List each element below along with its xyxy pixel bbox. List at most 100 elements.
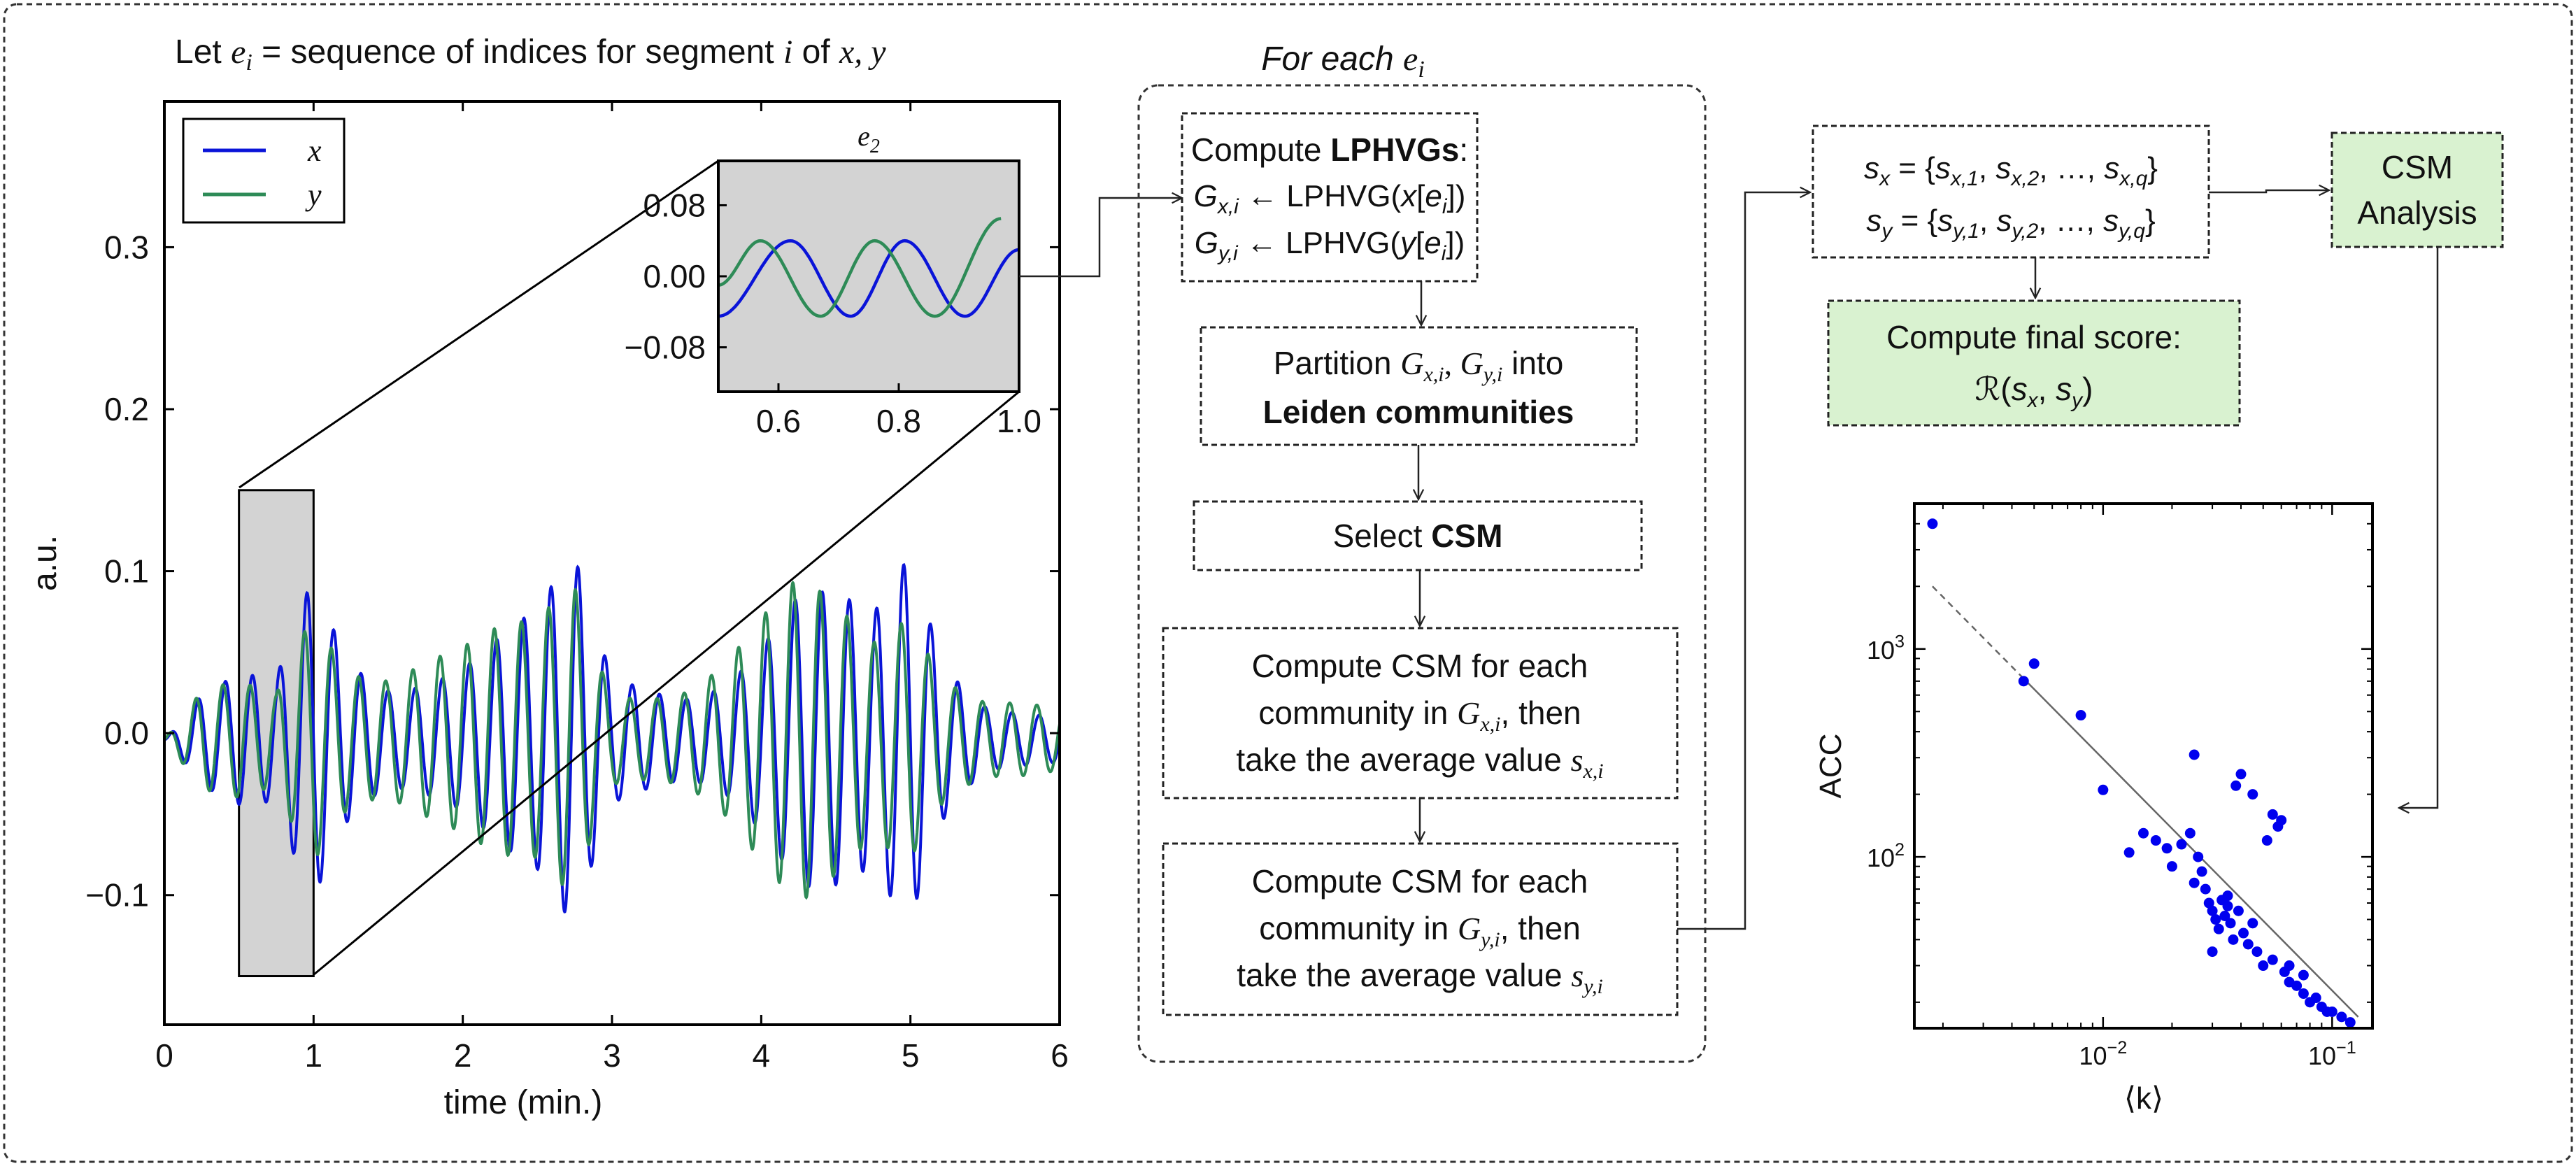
- csm-y-box: Compute CSM for each community in Gy,i, …: [1162, 842, 1679, 1016]
- main-chart-ticks: 0 1 2 3 4 5 6 −0.1 0.0 0.1 0.2 0.3: [85, 101, 1069, 1074]
- legend-x-label: x: [307, 134, 322, 168]
- inset-xtick-label: 0.6: [756, 403, 801, 439]
- leiden-box: Partition Gx,i, Gy,i into Leiden communi…: [1200, 326, 1638, 446]
- scatter-point: [2267, 809, 2278, 820]
- main-ytick-label: 0.2: [104, 391, 149, 427]
- main-series-y: [164, 580, 1060, 900]
- main-ytick-label: 0.0: [104, 715, 149, 751]
- leiden-box-line2: Leiden communities: [1263, 394, 1574, 430]
- scatter-point: [2123, 847, 2135, 858]
- main-series-x: [164, 562, 1060, 913]
- csm-analysis-box: CSM Analysis: [2331, 131, 2504, 248]
- scatter-point: [2018, 676, 2029, 687]
- main-chart-ylabel: a.u.: [27, 535, 64, 591]
- csm-y-box-line1: Compute CSM for each: [1252, 863, 1588, 900]
- inset-ytick-label: 0.08: [643, 187, 706, 223]
- scatter-ytick-label: 103: [1867, 632, 1905, 664]
- csm-x-box-frame: [1162, 627, 1679, 799]
- header-text: Let ei = sequence of indices for segment…: [175, 34, 886, 76]
- scatter-point: [2207, 946, 2218, 958]
- legend-box: [182, 118, 346, 224]
- lphvg-box-frame: [1181, 112, 1479, 283]
- scatter-point: [2284, 960, 2295, 972]
- zoom-line-bottom: [313, 390, 1020, 976]
- main-ytick-label: −0.1: [85, 877, 149, 913]
- arrow-analysis-to-scatter: [2399, 247, 2439, 808]
- scatter-point: [2098, 784, 2109, 795]
- main-xtick-label: 3: [603, 1037, 621, 1074]
- scatter-point: [2298, 988, 2309, 1000]
- scatter-point: [2222, 900, 2233, 911]
- scatter-point: [2251, 946, 2263, 958]
- inset-ytick-label: −0.08: [625, 329, 706, 366]
- connector-inset-to-lphvg: [1019, 198, 1182, 278]
- main-chart-marks: [164, 489, 1060, 978]
- csm-x-box-line3: take the average value sx,i: [1236, 741, 1603, 783]
- csm-x-box: Compute CSM for each community in Gx,i, …: [1162, 627, 1679, 799]
- lphvg-box: Compute LPHVGs: Gx,i ← LPHVG(x[ei]) Gy,i…: [1181, 112, 1479, 283]
- main-ytick-label: 0.1: [104, 553, 149, 590]
- for-each-label: For each ei: [1261, 41, 1425, 83]
- fit-line: [2025, 680, 2359, 1018]
- scatter-point: [2075, 710, 2086, 721]
- scatter-point: [1927, 518, 1938, 529]
- inset-series-y: [718, 217, 1002, 318]
- figure-outer-frame: [3, 3, 2573, 1163]
- csm-x-box-line1: Compute CSM for each: [1252, 648, 1588, 684]
- scatter-point: [2219, 910, 2230, 921]
- main-xtick-label: 0: [155, 1037, 173, 1074]
- sets-box-sx: sx = {sx,1, sx,2, …, sx,q}: [1864, 151, 2158, 190]
- inset-series-x: [718, 239, 1019, 318]
- scatter-point: [2230, 780, 2242, 791]
- scatter-point: [2161, 843, 2172, 854]
- main-xtick-label: 4: [753, 1037, 771, 1074]
- connector-csm-to-sets: [1677, 192, 1810, 930]
- legend-y-label: y: [305, 178, 322, 212]
- inset-chart: 0.6 0.8 1.0 0.08 0.00 −0.08 e2: [625, 120, 1041, 439]
- csm-analysis-line1: CSM: [2382, 149, 2453, 185]
- scatter-point: [2326, 1006, 2337, 1017]
- csm-y-box-line2: community in Gy,i, then: [1259, 910, 1581, 951]
- scatter-point: [2247, 918, 2258, 929]
- scatter-point: [2028, 658, 2040, 669]
- inset-chart-marks: [718, 217, 1019, 318]
- inset-xtick-label: 1.0: [997, 403, 1041, 439]
- csm-y-box-frame: [1162, 842, 1679, 1016]
- scatter-point: [2203, 897, 2214, 909]
- scatter-point: [2213, 923, 2224, 934]
- main-xtick-label: 6: [1051, 1037, 1069, 1074]
- lphvg-box-title: Compute LPHVGs:: [1191, 131, 1468, 168]
- inset-chart-ticks: 0.6 0.8 1.0 0.08 0.00 −0.08: [625, 187, 1041, 439]
- scatter-point: [2210, 914, 2221, 925]
- scatter-xtick-label: 10−2: [2079, 1038, 2127, 1070]
- final-score-line2: ℛ(sx, sy): [1975, 371, 2093, 412]
- inset-title: e2: [858, 120, 880, 157]
- main-ytick-label: 0.3: [104, 229, 149, 265]
- lphvg-box-line-x: Gx,i ← LPHVG(x[ei]): [1194, 179, 1466, 218]
- final-score-line1: Compute final score:: [1886, 319, 2182, 355]
- scatter-point: [2238, 927, 2249, 939]
- main-xtick-label: 5: [902, 1037, 920, 1074]
- highlight-region: [238, 489, 315, 978]
- scatter-ylabel: ACC: [1814, 734, 1848, 799]
- scatter-point: [2276, 815, 2287, 826]
- main-chart-xlabel: time (min.): [444, 1084, 603, 1121]
- scatter-point: [2184, 827, 2196, 839]
- scatter-point: [2166, 861, 2177, 872]
- csm-y-box-line3: take the average value sy,i: [1237, 957, 1603, 998]
- inset-ytick-label: 0.00: [643, 258, 706, 294]
- scatter-point: [2193, 851, 2204, 862]
- scatter-chart-frame: [1913, 502, 2374, 1030]
- scatter-point: [2310, 993, 2321, 1004]
- inset-background: [718, 161, 1019, 392]
- scatter-point: [2228, 934, 2239, 945]
- scatter-point: [2196, 866, 2207, 877]
- scatter-point: [2336, 1011, 2347, 1023]
- scatter-chart: 10−2 10−1 103 102 ⟨k⟩ ACC: [1814, 502, 2374, 1116]
- select-csm-box: Select CSM: [1193, 500, 1643, 571]
- scatter-chart-ticks: 10−2 10−1 103 102: [1867, 503, 2372, 1070]
- main-chart-legend: x y: [182, 118, 346, 224]
- lphvg-box-line-y: Gy,i ← LPHVG(y[ei]): [1195, 226, 1465, 265]
- final-score-box: Compute final score: ℛ(sx, sy): [1827, 299, 2241, 427]
